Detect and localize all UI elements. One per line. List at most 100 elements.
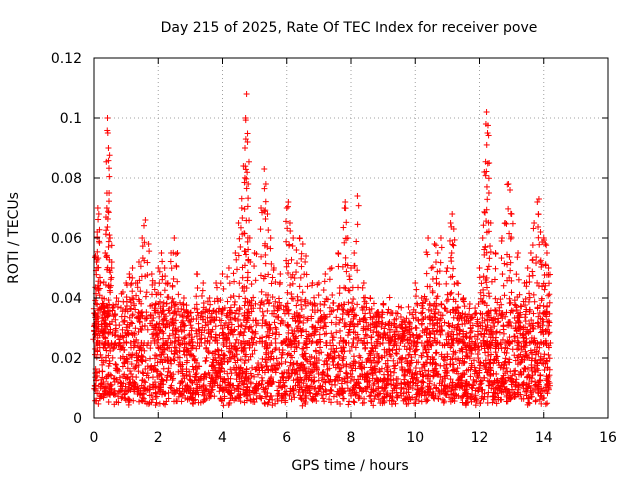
data-point-band xyxy=(257,394,264,401)
data-point-peak xyxy=(142,217,149,223)
data-point-peak xyxy=(505,181,512,187)
data-point-spike xyxy=(106,232,113,239)
data-point-band xyxy=(343,361,350,368)
data-point-spike xyxy=(302,258,309,265)
data-point-band xyxy=(275,383,282,390)
data-point-spike xyxy=(105,198,112,205)
data-point-spike xyxy=(264,307,271,314)
data-point-spike xyxy=(500,282,507,289)
data-point-band xyxy=(511,368,518,375)
data-point-band xyxy=(531,298,538,305)
data-point-spike xyxy=(194,285,201,292)
data-point-spike xyxy=(529,257,536,264)
data-point-spike xyxy=(214,284,221,291)
data-point-spike xyxy=(315,292,322,299)
data-point-spike xyxy=(275,295,282,302)
data-point-spike xyxy=(311,294,318,301)
data-point-spike xyxy=(288,256,295,263)
data-point-peak xyxy=(507,187,514,193)
data-point-peak xyxy=(94,205,101,211)
data-point-spike xyxy=(303,328,310,335)
data-point-spike xyxy=(137,288,144,295)
data-point-peak xyxy=(527,250,534,256)
data-point-spike xyxy=(321,301,328,308)
data-point-spike xyxy=(443,280,450,287)
data-point-spike xyxy=(529,242,536,249)
data-point-spike xyxy=(169,283,176,290)
data-point-peak xyxy=(283,205,290,211)
data-point-peak xyxy=(351,250,358,256)
data-point-spike xyxy=(333,314,340,321)
y-tick-label: 0.02 xyxy=(51,351,82,367)
data-point-band xyxy=(498,345,505,352)
data-point-spike xyxy=(536,241,543,248)
x-tick-label: 0 xyxy=(90,430,99,446)
data-point-band xyxy=(202,358,209,365)
data-point-band xyxy=(285,329,292,336)
data-point-spike xyxy=(199,287,206,294)
y-tick-label: 0.12 xyxy=(51,51,82,67)
data-point-spike xyxy=(239,274,246,281)
data-point-spike xyxy=(214,298,221,305)
data-point-peak xyxy=(158,250,165,256)
data-point-spike xyxy=(289,242,296,249)
data-point-spike xyxy=(349,300,356,307)
data-point-band xyxy=(147,345,154,352)
data-point-spike xyxy=(173,263,180,270)
data-point-spike xyxy=(144,326,151,333)
data-point-peak xyxy=(425,235,432,241)
data-point-peak xyxy=(454,280,461,286)
data-point-band xyxy=(255,371,262,378)
data-point-peak xyxy=(161,265,168,271)
data-point-band xyxy=(128,370,135,377)
data-point-spike xyxy=(486,243,493,250)
data-point-spike xyxy=(236,306,243,313)
data-point-spike xyxy=(272,340,279,346)
data-point-band xyxy=(298,306,305,313)
data-point-peak xyxy=(466,301,473,307)
data-point-spike xyxy=(546,299,553,306)
data-point-band xyxy=(491,323,498,330)
data-point-peak xyxy=(428,265,435,271)
data-point-band xyxy=(278,354,285,361)
data-point-band xyxy=(339,305,346,312)
data-point-band xyxy=(295,319,302,326)
data-point-spike xyxy=(289,280,296,287)
data-point-spike xyxy=(287,282,294,289)
data-point-band xyxy=(259,355,266,362)
data-point-spike xyxy=(413,286,420,293)
data-point-peak xyxy=(290,235,297,241)
data-point-spike xyxy=(483,141,490,148)
data-point-spike xyxy=(484,266,491,273)
x-tick-label: 16 xyxy=(599,430,617,446)
data-point-spike xyxy=(354,221,361,228)
data-point-peak xyxy=(262,181,269,187)
data-point-spike xyxy=(451,281,458,288)
data-point-spike xyxy=(284,225,291,232)
data-point-spike xyxy=(379,340,386,346)
data-point-spike xyxy=(320,287,327,294)
data-point-spike xyxy=(160,299,167,306)
data-point-peak xyxy=(449,211,456,217)
data-point-spike xyxy=(492,265,499,272)
data-point-spike xyxy=(244,277,251,284)
data-point-spike xyxy=(526,273,533,280)
data-point-peak xyxy=(412,280,419,286)
data-point-spike xyxy=(482,172,489,179)
data-point-spike xyxy=(343,219,350,226)
data-point-spike xyxy=(105,208,112,215)
data-point-spike xyxy=(120,298,127,305)
data-point-peak xyxy=(285,199,292,205)
data-point-spike xyxy=(341,284,348,291)
data-point-spike xyxy=(106,152,113,159)
data-point-band xyxy=(326,396,333,403)
data-point-spike xyxy=(436,281,443,288)
data-point-spike xyxy=(343,268,350,275)
data-point-peak xyxy=(502,220,509,226)
y-tick-label: 0 xyxy=(73,411,82,427)
data-point-peak xyxy=(277,271,284,277)
data-point-spike xyxy=(146,248,153,255)
data-point-spike xyxy=(443,268,450,275)
data-point-spike xyxy=(299,289,306,296)
